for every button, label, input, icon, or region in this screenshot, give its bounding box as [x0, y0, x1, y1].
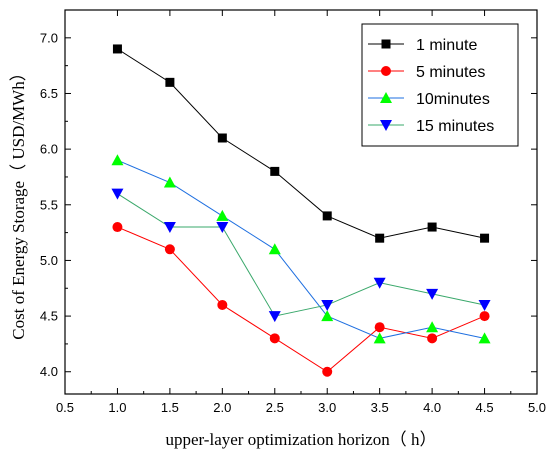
- x-tick-label: 1.5: [161, 400, 179, 415]
- data-point: [374, 322, 385, 333]
- legend-label: 10minutes: [416, 91, 490, 108]
- legend-label: 1 minute: [416, 37, 477, 54]
- data-point: [216, 209, 229, 221]
- series-lines-group: [117, 48, 485, 373]
- legend-label: 5 minutes: [416, 64, 485, 81]
- y-tick-label: 6.0: [40, 142, 58, 157]
- data-point: [111, 154, 124, 166]
- data-point: [480, 233, 490, 243]
- data-point: [427, 333, 438, 344]
- data-point: [427, 222, 437, 232]
- x-tick-label: 2.5: [266, 400, 284, 415]
- data-point: [165, 77, 175, 87]
- data-point: [373, 277, 386, 289]
- data-point: [164, 244, 175, 255]
- data-point: [426, 288, 439, 300]
- data-point: [321, 310, 334, 322]
- data-point: [163, 222, 176, 234]
- data-point: [478, 332, 491, 344]
- legend-marker: [380, 92, 392, 103]
- y-tick-label: 5.0: [40, 253, 58, 268]
- x-tick-label: 0.5: [56, 400, 74, 415]
- x-tick-label: 4.5: [476, 400, 494, 415]
- y-tick-label: 5.5: [40, 197, 58, 212]
- data-point: [216, 222, 229, 234]
- data-point: [322, 211, 332, 221]
- series-markers-group: [111, 44, 491, 377]
- data-point: [268, 311, 281, 323]
- data-point: [270, 166, 280, 176]
- series-line-3: [117, 193, 485, 317]
- series-line-1: [117, 226, 485, 373]
- data-point: [112, 222, 123, 233]
- data-point: [322, 366, 333, 377]
- data-point: [217, 133, 227, 143]
- series-line-2: [117, 159, 485, 339]
- data-point: [163, 176, 176, 188]
- legend: 1 minute 5 minutes 10minutes 15 minutes: [361, 23, 519, 147]
- data-point: [217, 299, 228, 310]
- data-point: [478, 299, 491, 311]
- x-tick-label: 4.0: [423, 400, 441, 415]
- x-tick-label: 3.0: [318, 400, 336, 415]
- data-point: [373, 332, 386, 344]
- y-tick-label: 6.5: [40, 86, 58, 101]
- data-point: [111, 188, 124, 200]
- data-point: [269, 333, 280, 344]
- y-tick-label: 4.0: [40, 364, 58, 379]
- y-axis-title: Cost of Energy Storage（ USD/MWh）: [9, 64, 28, 339]
- legend-marker: [380, 120, 392, 131]
- y-tick-label: 7.0: [40, 30, 58, 45]
- data-point: [479, 311, 490, 322]
- x-tick-label: 2.0: [213, 400, 231, 415]
- data-point: [375, 233, 385, 243]
- series-line-0: [117, 48, 485, 239]
- data-point: [321, 299, 334, 311]
- data-point: [426, 321, 439, 333]
- x-tick-label: 3.5: [371, 400, 389, 415]
- x-axis-title: upper-layer optimization horizon（ h）: [165, 430, 436, 449]
- x-tick-label: 5.0: [528, 400, 546, 415]
- x-tick-label: 1.0: [108, 400, 126, 415]
- data-point: [112, 44, 122, 54]
- legend-marker: [381, 66, 391, 76]
- y-tick-label: 4.5: [40, 309, 58, 324]
- legend-label: 15 minutes: [416, 118, 494, 135]
- legend-marker: [381, 39, 391, 49]
- data-point: [268, 243, 281, 255]
- axes-group: 0.5 1.0 1.5 2.0 2.5 3.0 3.5 4.0 4.5 5.0 4.0 4.5 5.0 5…: [40, 9, 546, 415]
